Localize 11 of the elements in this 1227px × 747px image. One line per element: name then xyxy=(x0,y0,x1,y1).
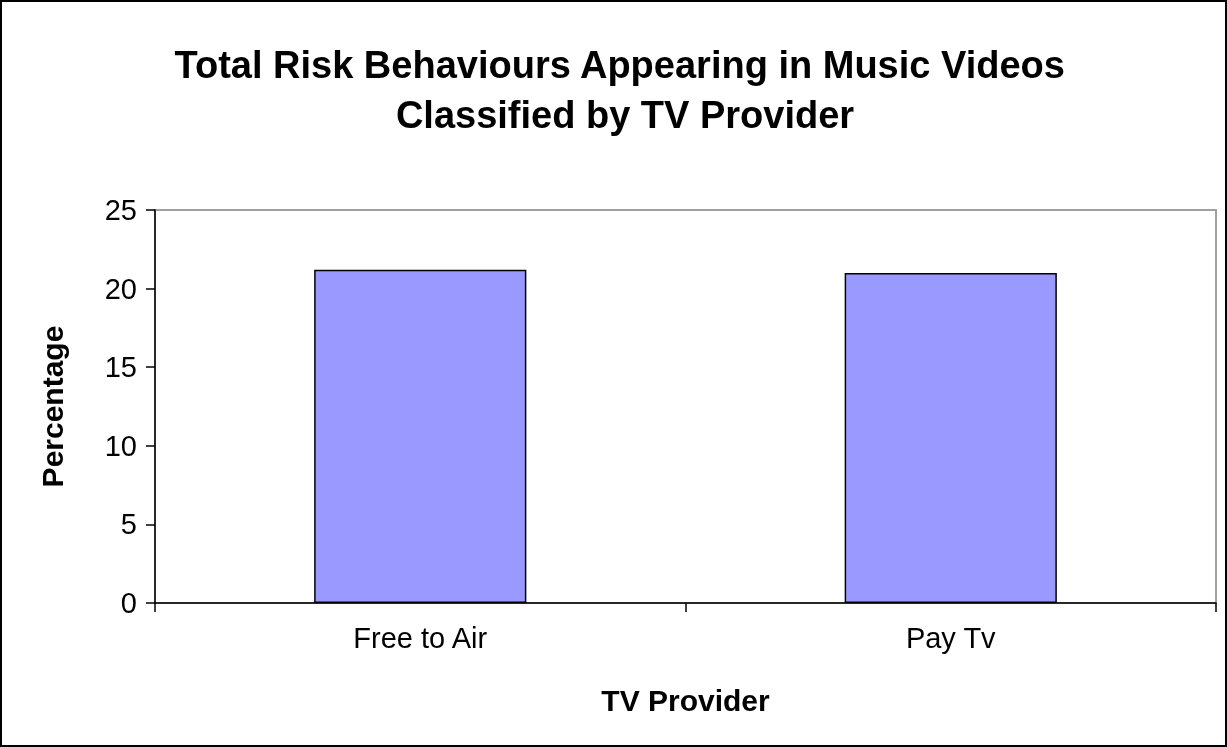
y-tick-label: 20 xyxy=(104,272,137,305)
chart-title: Total Risk Behaviours Appearing in Music Videos Classified by TV Provider xyxy=(174,44,1076,136)
x-axis-title: TV Provider xyxy=(601,683,771,717)
y-tick-label: 5 xyxy=(120,508,137,541)
x-tick-label: Pay Tv xyxy=(905,621,997,654)
y-tick-label: 15 xyxy=(104,351,137,384)
y-tick-label: 10 xyxy=(104,429,137,462)
y-axis-title: Percentage xyxy=(35,325,69,488)
y-tick-label: 0 xyxy=(120,587,137,619)
y-tick-label: 25 xyxy=(104,194,137,226)
x-tick-label: Free to Air xyxy=(353,621,488,654)
